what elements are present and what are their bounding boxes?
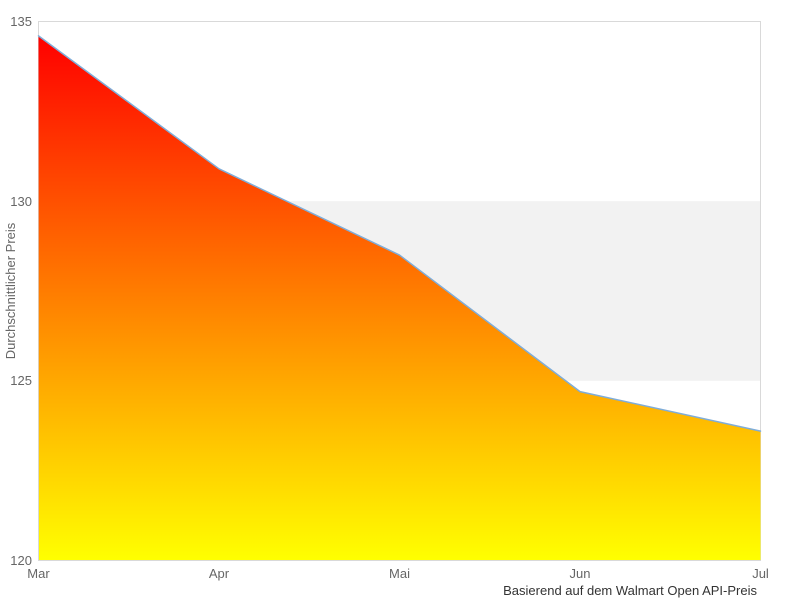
area-series-fill xyxy=(38,35,761,560)
y-tick-label: 135 xyxy=(10,14,32,29)
y-tick-label: 125 xyxy=(10,373,32,389)
x-tick-label: Jul xyxy=(752,566,769,581)
y-tick-label: 120 xyxy=(10,553,32,568)
y-axis-title: Durchschnittlicher Preis xyxy=(3,222,18,360)
x-tick-label: Mai xyxy=(389,566,410,581)
chart-caption: Basierend auf dem Walmart Open API-Preis xyxy=(503,583,757,598)
x-tick-label: Jun xyxy=(569,566,591,581)
x-tick-label: Mar xyxy=(27,566,50,581)
x-tick-label: Apr xyxy=(208,566,230,581)
y-tick-label: 130 xyxy=(10,193,32,209)
plot-border xyxy=(38,21,761,561)
series-line xyxy=(37,35,762,432)
